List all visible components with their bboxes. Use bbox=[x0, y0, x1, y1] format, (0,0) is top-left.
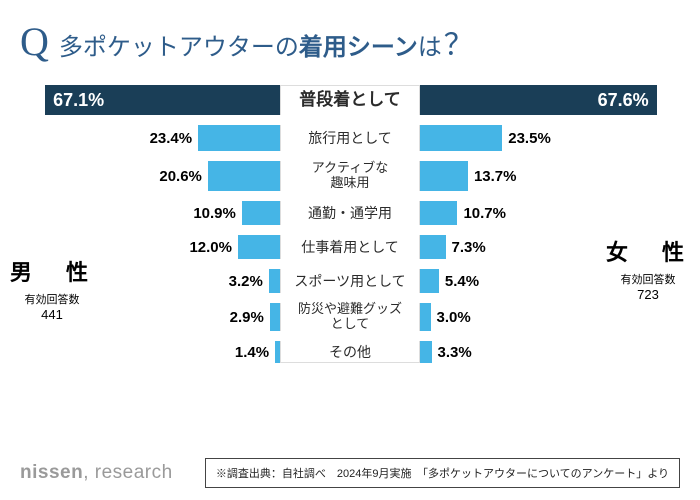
bar-left bbox=[242, 201, 280, 225]
bar-right bbox=[420, 201, 457, 225]
pct-label-right: 3.3% bbox=[438, 344, 472, 361]
pct-label-right: 10.7% bbox=[463, 205, 506, 222]
pct-label-left: 20.6% bbox=[159, 168, 202, 185]
pct-label-left: 10.9% bbox=[193, 205, 236, 222]
diverging-bar-chart: 67.1%普段着として67.6%23.4%旅行用として23.5%20.6%アクテ… bbox=[20, 85, 680, 425]
bar-right bbox=[420, 161, 468, 191]
category-frame bbox=[280, 85, 420, 363]
title-pre: 多ポケットアウターの bbox=[59, 27, 299, 62]
pct-label-left: 2.9% bbox=[230, 309, 264, 326]
pct-label-right: 5.4% bbox=[445, 273, 479, 290]
logo-part2: research bbox=[89, 462, 173, 483]
pct-label-left: 1.4% bbox=[235, 344, 269, 361]
bar-left bbox=[269, 269, 280, 293]
bar-right bbox=[420, 235, 446, 259]
pct-label-right: 23.5% bbox=[508, 130, 551, 147]
gender-right-label: 女 性 bbox=[606, 235, 690, 267]
bar-right-side: 23.5% bbox=[420, 125, 665, 151]
title-emph: 着用シーン bbox=[299, 27, 418, 62]
bar-left bbox=[238, 235, 280, 259]
pct-label-right: 7.3% bbox=[452, 239, 486, 256]
bar-right-side: 3.3% bbox=[420, 341, 665, 363]
bar-right bbox=[420, 269, 439, 293]
gender-left-sub: 有効回答数 bbox=[10, 291, 94, 307]
pct-label-right: 67.6% bbox=[598, 90, 649, 111]
pct-label-right: 13.7% bbox=[474, 168, 517, 185]
gender-left-label: 男 性 bbox=[10, 255, 94, 287]
bar-right-side: 67.6% bbox=[420, 85, 665, 115]
gender-right-sub: 有効回答数 bbox=[606, 271, 690, 287]
header: Q 多ポケットアウターの 着用シーン は ？ bbox=[0, 0, 700, 65]
logo-part1: nissen bbox=[20, 462, 83, 483]
bar-right bbox=[420, 303, 431, 331]
bar-left bbox=[270, 303, 280, 331]
brand-logo: nissen, research bbox=[20, 462, 173, 484]
bar-right-side: 10.7% bbox=[420, 201, 665, 225]
footer: nissen, research ※調査出典：自社調べ 2024年9月実施 「多… bbox=[0, 458, 700, 488]
gender-left-n: 441 bbox=[10, 307, 94, 322]
source-citation: ※調査出典：自社調べ 2024年9月実施 「多ポケットアウターについてのアンケー… bbox=[205, 458, 680, 488]
page-title: 多ポケットアウターの 着用シーン は ？ bbox=[59, 20, 474, 64]
gender-right: 女 性有効回答数723 bbox=[606, 235, 690, 302]
pct-label-left: 23.4% bbox=[150, 130, 193, 147]
bar-right-side: 13.7% bbox=[420, 161, 665, 191]
pct-label-right: 3.0% bbox=[437, 309, 471, 326]
bar-left-side: 67.1% bbox=[35, 85, 280, 115]
q-icon: Q bbox=[20, 18, 49, 65]
gender-left: 男 性有効回答数441 bbox=[10, 255, 94, 322]
bar-right-side: 3.0% bbox=[420, 303, 665, 331]
bar-right bbox=[420, 125, 502, 151]
pct-label-left: 12.0% bbox=[189, 239, 232, 256]
pct-label-left: 67.1% bbox=[53, 90, 104, 111]
bar-left-side: 23.4% bbox=[35, 125, 280, 151]
pct-label-left: 3.2% bbox=[229, 273, 263, 290]
bar-left-side: 10.9% bbox=[35, 201, 280, 225]
bar-left bbox=[208, 161, 280, 191]
title-qmark: ？ bbox=[444, 20, 474, 64]
gender-right-n: 723 bbox=[606, 287, 690, 302]
bar-left-side: 20.6% bbox=[35, 161, 280, 191]
bar-right bbox=[420, 341, 432, 363]
title-post: は bbox=[418, 27, 442, 62]
bar-left-side: 1.4% bbox=[35, 341, 280, 363]
bar-left bbox=[198, 125, 280, 151]
